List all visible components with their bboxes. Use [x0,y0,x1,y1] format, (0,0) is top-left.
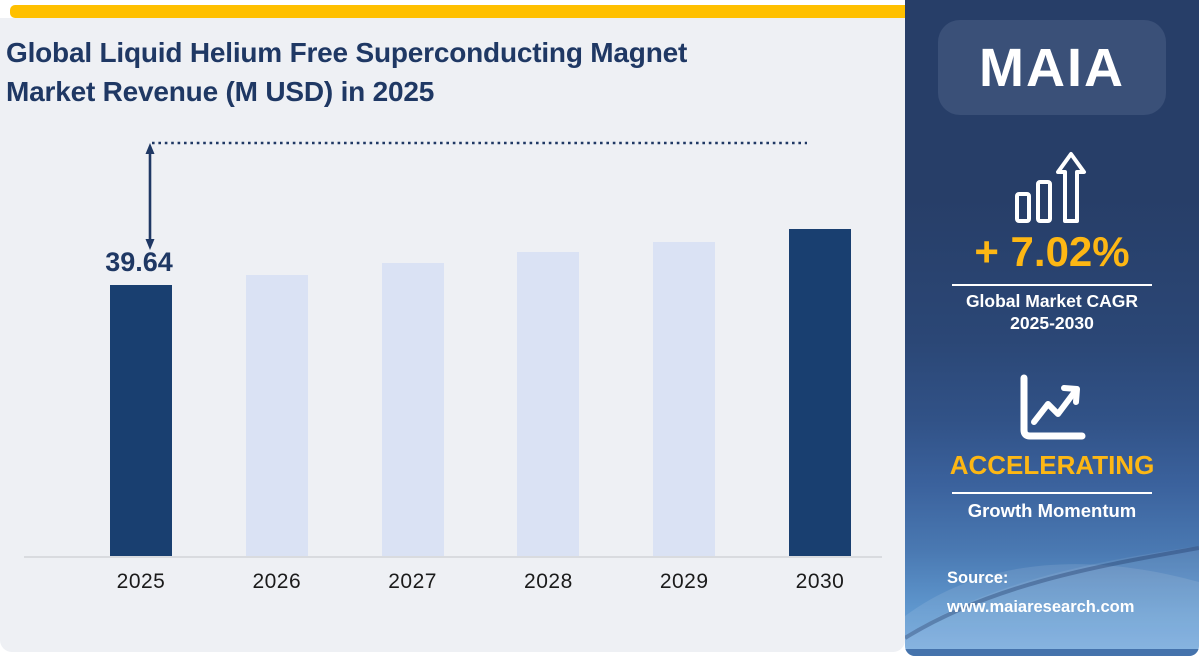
momentum-value: ACCELERATING [949,450,1155,480]
bar-2029 [653,242,716,557]
brand-logo-box: MAIA [938,20,1166,115]
x-tick-2029: 2029 [659,570,709,593]
x-tick-2025: 2025 [116,570,166,593]
bar-2030 [789,229,851,557]
chart-title: Global Liquid Helium Free Superconductin… [6,33,856,111]
bar-2027 [381,263,444,557]
bar-value-label-2025: 39.64 [105,247,173,277]
sidebar-bottom-edge [905,649,1199,656]
divider [952,284,1152,286]
brand-logo-text: MAIA [979,37,1125,98]
divider [952,492,1152,494]
bar-2028 [517,252,580,557]
x-axis-line [24,556,882,558]
bar-2025 [110,285,172,557]
momentum-caption: Growth Momentum [967,500,1137,521]
chart-title-line-1: Global Liquid Helium Free Superconductin… [6,37,688,68]
bar-chart-up-arrow-icon [1015,152,1086,223]
bar-2026 [245,275,308,557]
source-label: Source: [947,569,1009,587]
cagr-value: + 7.02% [974,228,1130,275]
cagr-caption-line-2: 2025-2030 [1010,313,1094,333]
x-tick-2030: 2030 [795,570,845,593]
x-tick-2026: 2026 [252,570,302,593]
source-url: www.maiaresearch.com [947,597,1135,616]
top-accent-bar [10,5,905,18]
brand-sidebar: MAIA + 7.02% Global Market CAGR 2025-203… [905,0,1199,656]
swoosh-decoration [905,546,1199,656]
line-chart-up-icon [1020,374,1086,440]
x-tick-2028: 2028 [524,570,573,593]
chart-title-line-2: Market Revenue (M USD) in 2025 [6,76,435,108]
source-block: Source: www.maiaresearch.com [947,564,1134,622]
x-tick-2027: 2027 [388,570,437,593]
cagr-caption-line-1: Global Market CAGR [965,291,1139,311]
